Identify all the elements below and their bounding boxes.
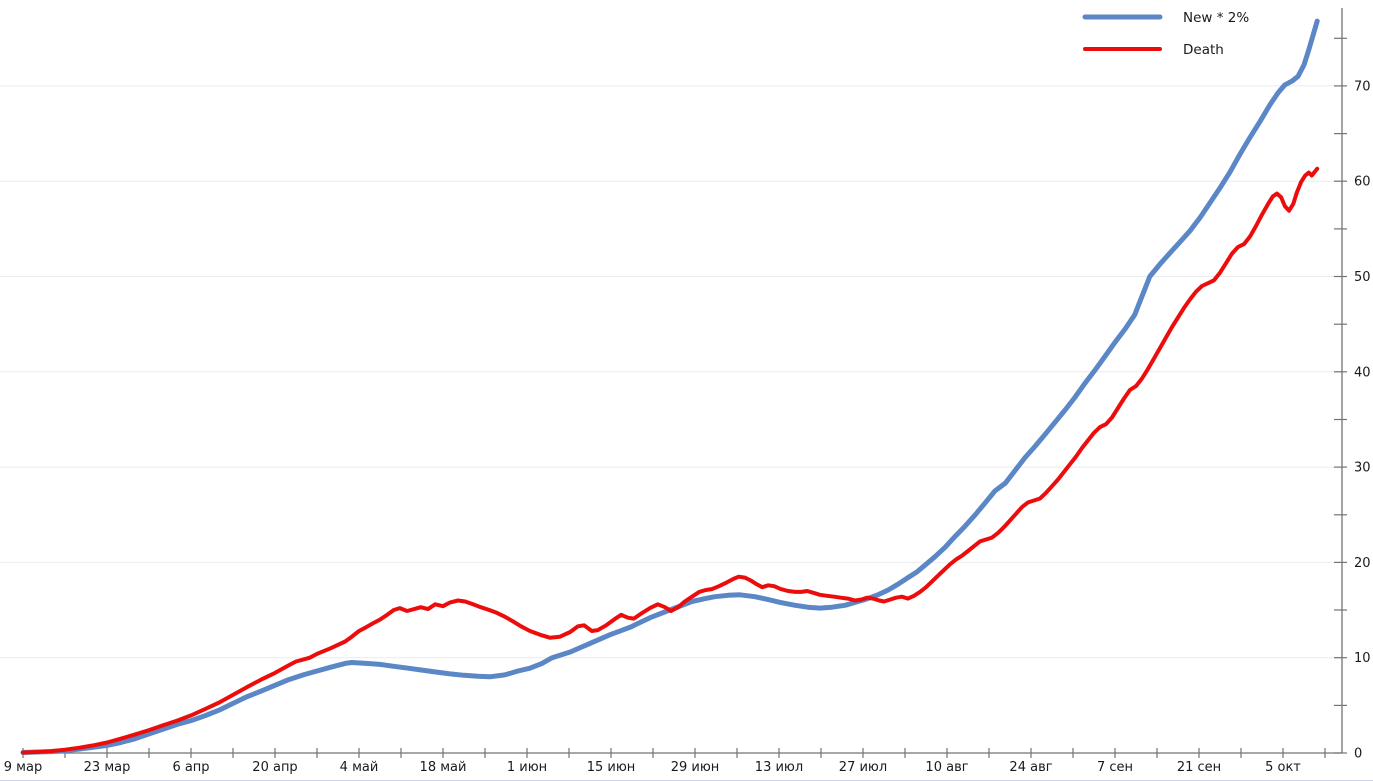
y-axis-tick-labels: 0 10 20 30 40 50 60 70 xyxy=(1354,79,1371,761)
series-line-new xyxy=(20,18,1320,755)
y-tick-label: 40 xyxy=(1354,365,1371,380)
legend-label-death: Death xyxy=(1183,42,1224,58)
x-tick-label: 24 авг xyxy=(1009,760,1052,775)
y-tick-label: 70 xyxy=(1354,79,1371,94)
legend-label-new: New * 2% xyxy=(1183,10,1249,26)
y-tick-label: 20 xyxy=(1354,556,1371,571)
x-tick-label: 5 окт xyxy=(1265,760,1301,775)
x-tick-label: 23 мар xyxy=(84,760,131,775)
x-tick-label: 4 май xyxy=(340,760,379,775)
x-tick-label: 27 июл xyxy=(839,760,887,775)
x-tick-label: 20 апр xyxy=(252,760,297,775)
legend: New * 2% Death xyxy=(1082,10,1249,58)
axes xyxy=(22,8,1347,758)
y-tick-label: 10 xyxy=(1354,651,1371,666)
legend-item-new: New * 2% xyxy=(1082,10,1249,26)
y-tick-label: 0 xyxy=(1354,747,1362,762)
y-tick-label: 60 xyxy=(1354,175,1371,190)
x-tick-label: 1 июн xyxy=(507,760,547,775)
x-tick-label: 13 июл xyxy=(755,760,803,775)
x-axis-tick-labels: 9 мар 23 мар 6 апр 20 апр 4 май 18 май 1 июн 15… xyxy=(4,760,1302,775)
x-tick-label: 15 июн xyxy=(587,760,636,775)
x-tick-label: 21 сен xyxy=(1177,760,1221,775)
x-tick-label: 9 мар xyxy=(4,760,42,775)
x-tick-label: 10 авг xyxy=(925,760,968,775)
x-tick-label: 18 май xyxy=(420,760,467,775)
x-tick-label: 29 июн xyxy=(671,760,720,775)
legend-item-death: Death xyxy=(1083,42,1224,58)
series-line-death xyxy=(21,166,1320,755)
x-tick-label: 7 сен xyxy=(1097,760,1133,775)
y-tick-label: 50 xyxy=(1354,270,1371,285)
gridlines xyxy=(0,85,1342,659)
series-lines xyxy=(20,18,1320,755)
x-tick-label: 6 апр xyxy=(172,760,209,775)
y-tick-label: 30 xyxy=(1354,461,1371,476)
